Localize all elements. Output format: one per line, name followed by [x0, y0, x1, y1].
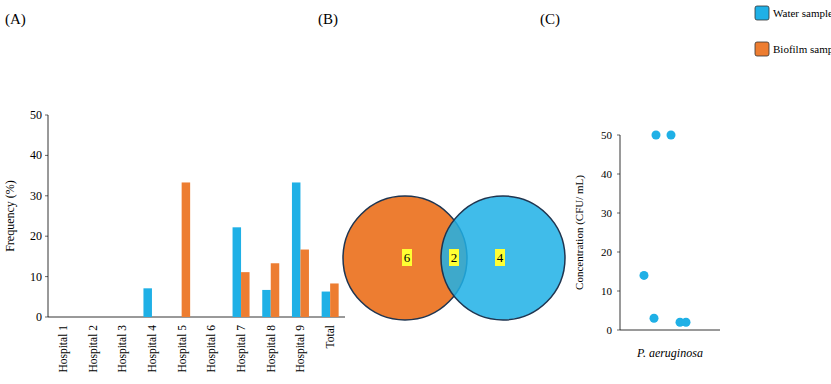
- point: [682, 318, 691, 327]
- panel-title: (A): [5, 11, 26, 28]
- bar: [173, 317, 182, 318]
- x-tick-label: Hospital 6: [205, 325, 218, 373]
- venn-count: 2: [451, 250, 458, 265]
- y-tick-label: 30: [30, 189, 42, 203]
- x-tick-label: Hospital 3: [116, 325, 129, 373]
- y-tick: [45, 195, 48, 196]
- y-tick: [45, 276, 48, 277]
- points: [640, 131, 691, 327]
- y-tick-label: 50: [601, 129, 613, 141]
- bar: [63, 317, 72, 318]
- bar: [241, 272, 250, 317]
- y-tick: [617, 252, 620, 253]
- x-tick-label: Hospital 1: [57, 325, 70, 373]
- bar: [292, 182, 301, 317]
- x-tick-label: Hospital 8: [265, 325, 278, 373]
- point: [667, 131, 676, 140]
- bar: [143, 288, 152, 317]
- y-tick: [45, 317, 48, 318]
- y-tick-label: 10: [30, 270, 42, 284]
- x-tick-label: Hospital 9: [294, 325, 307, 373]
- y-axis: [620, 135, 621, 330]
- label-highlight: [402, 249, 412, 266]
- venn-set: [441, 196, 565, 320]
- x-tick-label: Total: [324, 325, 336, 348]
- y-axis-label: Frequency (%): [3, 180, 17, 252]
- y-tick-label: 20: [30, 229, 42, 243]
- x-tick-label: Hospital 7: [235, 325, 248, 373]
- point: [652, 131, 661, 140]
- panel-title: (B): [318, 11, 338, 28]
- bar: [114, 317, 123, 318]
- x-tick-label: Hospital 2: [87, 325, 100, 373]
- label-highlight: [495, 249, 505, 266]
- y-tick-label: 20: [601, 246, 613, 258]
- x-axis: [620, 330, 720, 331]
- legend-swatch: [755, 42, 769, 56]
- y-tick: [45, 155, 48, 156]
- label-highlight: [449, 249, 459, 266]
- y-tick: [617, 174, 620, 175]
- y-tick: [617, 330, 620, 331]
- y-tick-label: 40: [30, 148, 42, 162]
- y-tick-label: 30: [601, 207, 613, 219]
- bars: [143, 182, 338, 317]
- bar: [152, 317, 161, 318]
- x-tick-label: Hospital 5: [176, 325, 189, 373]
- y-axis: [48, 115, 49, 317]
- legend-label: Biofilm samples: [773, 43, 831, 55]
- legend-swatch: [755, 6, 769, 20]
- figure: (A)Frequency (%)01020304050Hospital 1Hos…: [0, 0, 831, 384]
- bar: [262, 290, 271, 317]
- bar: [203, 317, 212, 318]
- point: [640, 271, 649, 280]
- point: [650, 314, 659, 323]
- venn-count: 6: [404, 250, 411, 265]
- y-tick-label: 50: [30, 108, 42, 122]
- y-tick: [617, 291, 620, 292]
- bar: [322, 292, 331, 317]
- bar: [271, 263, 280, 317]
- bar: [93, 317, 102, 318]
- y-tick: [45, 236, 48, 237]
- bar: [300, 250, 309, 317]
- bar: [211, 317, 220, 318]
- y-tick-label: 10: [601, 285, 613, 297]
- y-tick: [45, 115, 48, 116]
- y-axis-label: Concentration (CFU/ mL): [573, 175, 586, 290]
- bar: [182, 182, 191, 317]
- panel-title: (C): [540, 11, 560, 28]
- bar: [122, 317, 131, 318]
- y-tick-label: 0: [607, 324, 613, 336]
- y-tick: [617, 135, 620, 136]
- x-tick-label: Hospital 4: [146, 325, 159, 373]
- venn-count: 4: [497, 250, 504, 265]
- bar: [84, 317, 93, 318]
- bar: [54, 317, 63, 318]
- x-axis-label: P. aeruginosa: [636, 346, 703, 360]
- y-tick-label: 40: [601, 168, 613, 180]
- y-tick-label: 0: [36, 310, 42, 324]
- bar: [233, 227, 242, 317]
- legend-label: Water samples: [773, 7, 831, 19]
- y-tick: [617, 213, 620, 214]
- bar: [330, 283, 339, 317]
